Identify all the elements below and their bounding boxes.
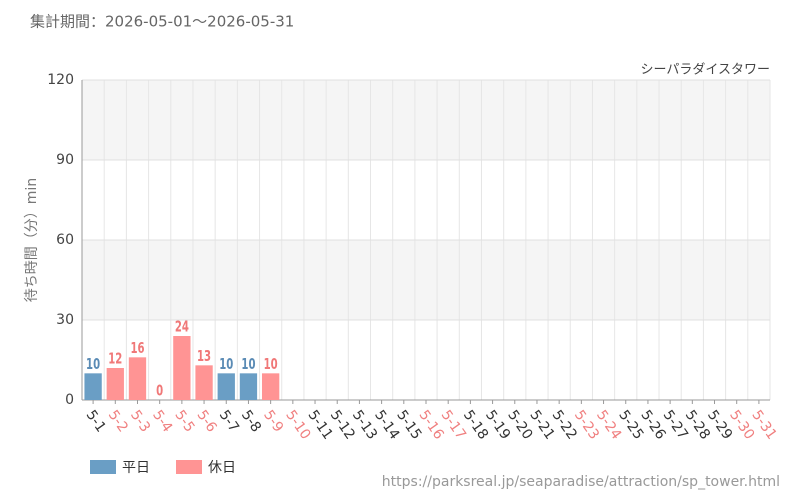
x-tick-label: 5-31	[748, 407, 779, 442]
plot-band	[82, 240, 770, 320]
data-label: 24	[175, 319, 189, 336]
source-url: https://parksreal.jp/seaparadise/attract…	[382, 474, 780, 490]
legend-label: 休日	[208, 460, 236, 476]
data-label: 12	[108, 351, 122, 368]
x-tick-label: 5-7	[216, 407, 242, 435]
data-label: 10	[86, 356, 100, 373]
y-tick-label: 0	[65, 392, 74, 408]
data-label: 10	[219, 356, 233, 373]
bar	[173, 336, 191, 400]
y-tick-label: 60	[56, 232, 74, 248]
plot-band	[82, 80, 770, 160]
data-label: 16	[130, 340, 144, 357]
bar	[217, 373, 235, 400]
bar	[195, 365, 213, 400]
bar	[106, 368, 124, 400]
data-label: 10	[264, 356, 278, 373]
x-tick-label: 5-1	[83, 407, 109, 435]
x-tick-label: 5-9	[260, 407, 286, 435]
chart-title: シーパラダイスタワー	[641, 63, 770, 78]
y-tick-label: 90	[56, 152, 74, 168]
legend-swatch	[176, 460, 202, 474]
x-tick-label: 5-3	[127, 407, 153, 435]
x-tick-label: 5-5	[171, 407, 197, 435]
legend-label: 平日	[122, 460, 150, 476]
y-tick-label: 30	[56, 312, 74, 328]
bar	[261, 373, 280, 400]
x-tick-label: 5-4	[149, 407, 175, 435]
x-tick-label: 5-8	[238, 407, 264, 435]
bar	[84, 373, 102, 400]
bar	[239, 373, 258, 400]
bar	[128, 357, 147, 400]
y-tick-label: 120	[47, 72, 74, 88]
x-tick-label: 5-2	[105, 407, 131, 435]
data-label: 13	[197, 348, 211, 365]
legend-swatch	[90, 460, 116, 474]
x-tick-label: 5-6	[194, 407, 220, 435]
data-label: 10	[241, 356, 255, 373]
data-label: 0	[156, 383, 163, 400]
y-axis-label: 待ち時間（分）min	[24, 178, 40, 302]
chart-subtitle: 集計期間：2026-05-01～2026-05-31	[30, 13, 294, 31]
